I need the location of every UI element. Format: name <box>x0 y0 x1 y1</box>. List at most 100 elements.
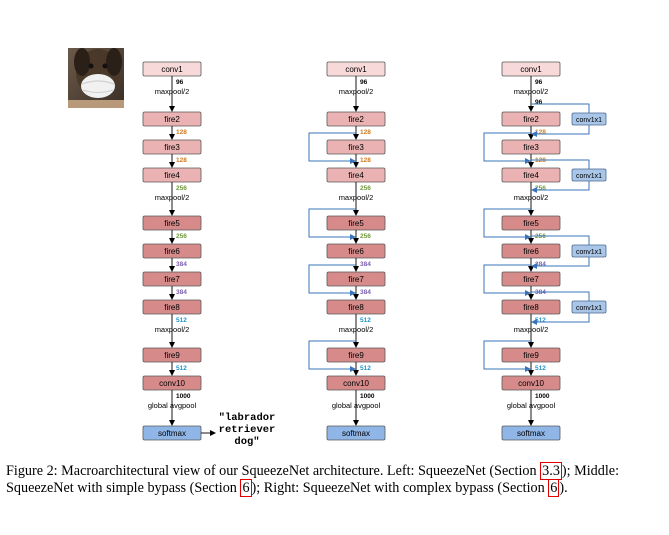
middle-fire3-label: fire3 <box>348 143 364 152</box>
right-column: conv1 fire2 fire3 fire4 fire5 fire6 fire7 fire8… <box>483 61 607 441</box>
input-dog-image <box>68 48 124 108</box>
left-pool-label: global avgpool <box>148 401 197 410</box>
right-fire6-label: fire6 <box>523 247 539 256</box>
right-fire5-label: fire5 <box>523 219 539 228</box>
middle-fire2-label: fire2 <box>348 115 364 124</box>
middle-simple-bypass-fire9 <box>308 340 356 372</box>
right-channel-label-96: 96 <box>535 79 543 86</box>
middle-channel-label-96: 96 <box>360 79 368 86</box>
middle-simple-bypass-fire7 <box>308 264 356 296</box>
left-channel-label-128: 128 <box>176 157 187 164</box>
right-complex-bypass-in-fire2 <box>531 103 590 113</box>
right-simple-bypass-fire7 <box>483 264 531 296</box>
middle-fire8-label: fire8 <box>348 303 364 312</box>
middle-channel-label-384: 384 <box>360 261 371 268</box>
right-conv1x1-label: conv1x1 <box>576 117 602 124</box>
left-channel-label-512: 512 <box>176 317 187 324</box>
right-pool-label: global avgpool <box>507 401 556 410</box>
right-fire3-label: fire3 <box>523 143 539 152</box>
right-conv10-label: conv10 <box>518 379 544 388</box>
right-softmax-label: softmax <box>517 429 545 438</box>
right-channel-label-96: 96 <box>535 99 543 106</box>
left-channel-label-128: 128 <box>176 129 187 136</box>
left-fire5-label: fire5 <box>164 219 180 228</box>
middle-conv10-label: conv10 <box>343 379 369 388</box>
left-pool-label: maxpool/2 <box>155 325 190 334</box>
middle-simple-bypass-fire5 <box>308 208 356 240</box>
right-complex-bypass-out-fire4 <box>531 181 590 193</box>
left-conv1-label: conv1 <box>161 65 183 74</box>
caption-ref-section-6-b[interactable]: 6 <box>548 478 560 497</box>
left-column: conv1 fire2 fire3 fire4 fire5 fire6 fire7 fire8… <box>142 61 202 441</box>
middle-channel-label-128: 128 <box>360 157 371 164</box>
middle-fire6-label: fire6 <box>348 247 364 256</box>
right-conv1x1-label: conv1x1 <box>576 173 602 180</box>
middle-pool-label: maxpool/2 <box>339 193 374 202</box>
middle-channel-label-256: 256 <box>360 233 371 240</box>
right-complex-bypass-in-fire4 <box>531 159 590 169</box>
right-softmax-block <box>501 425 561 441</box>
middle-column: conv1 fire2 fire3 fire4 fire5 fire6 fire7 fire8… <box>308 61 386 441</box>
left-channel-label-256: 256 <box>176 233 187 240</box>
right-complex-bypass-out-fire2 <box>531 125 590 137</box>
middle-channel-label-512: 512 <box>360 317 371 324</box>
caption-ref-section-6-a[interactable]: 6 <box>240 478 252 497</box>
right-pool-label: maxpool/2 <box>514 193 549 202</box>
middle-channel-label-1000: 1000 <box>360 393 375 400</box>
middle-pool-label: maxpool/2 <box>339 87 374 96</box>
caption-part-4: ). <box>559 479 568 496</box>
left-channel-label-1000: 1000 <box>176 393 191 400</box>
squeezenet-diagram: conv1 fire2 fire3 fire4 fire5 fire6 fire7 fire8… <box>68 48 607 448</box>
middle-softmax-label: softmax <box>342 429 370 438</box>
left-fire8-label: fire8 <box>164 303 180 312</box>
right-fire2-label: fire2 <box>523 115 539 124</box>
right-pool-label: maxpool/2 <box>514 87 549 96</box>
right-channel-label-512: 512 <box>535 317 546 324</box>
right-fire7-label: fire7 <box>523 275 539 284</box>
right-channel-label-256: 256 <box>535 185 546 192</box>
middle-fire7-label: fire7 <box>348 275 364 284</box>
right-conv1-label: conv1 <box>520 65 542 74</box>
left-fire2-label: fire2 <box>164 115 180 124</box>
right-channel-label-1000: 1000 <box>535 393 550 400</box>
right-fire9-label: fire9 <box>523 351 539 360</box>
left-channel-label-384: 384 <box>176 289 187 296</box>
left-channel-label-384: 384 <box>176 261 187 268</box>
caption-part-3: ); Right: SqueezeNet with complex bypass… <box>251 479 549 496</box>
right-simple-bypass-fire3 <box>483 132 531 164</box>
right-complex-bypass-in-fire6 <box>531 235 590 245</box>
right-simple-bypass-fire5 <box>483 208 531 240</box>
left-channel-label-512: 512 <box>176 365 187 372</box>
middle-channel-label-128: 128 <box>360 129 371 136</box>
left-fire9-label: fire9 <box>164 351 180 360</box>
middle-channel-label-256: 256 <box>360 185 371 192</box>
left-softmax-label: softmax <box>158 429 186 438</box>
output-label-line-3: dog" <box>234 436 259 448</box>
right-channel-label-512: 512 <box>535 365 546 372</box>
output-label-line-2: retriever <box>219 424 276 436</box>
right-channel-label-384: 384 <box>535 261 546 268</box>
right-channel-label-128: 128 <box>535 129 546 136</box>
right-fire8-label: fire8 <box>523 303 539 312</box>
right-pool-label: maxpool/2 <box>514 325 549 334</box>
middle-channel-label-384: 384 <box>360 289 371 296</box>
right-complex-bypass-out-fire6 <box>531 257 590 269</box>
left-channel-label-96: 96 <box>176 79 184 86</box>
left-conv10-label: conv10 <box>159 379 185 388</box>
middle-fire4-label: fire4 <box>348 171 364 180</box>
figure-caption: Figure 2: Macroarchitectural view of our… <box>6 462 661 497</box>
left-fire7-label: fire7 <box>164 275 180 284</box>
middle-fire9-label: fire9 <box>348 351 364 360</box>
right-fire4-label: fire4 <box>523 171 539 180</box>
caption-part-1: Figure 2: Macroarchitectural view of our… <box>6 463 541 479</box>
caption-ref-section-3-3[interactable]: 3.3 <box>540 462 562 480</box>
left-fire4-label: fire4 <box>164 171 180 180</box>
right-simple-bypass-fire9 <box>483 340 531 372</box>
left-fire6-label: fire6 <box>164 247 180 256</box>
middle-fire5-label: fire5 <box>348 219 364 228</box>
middle-softmax-block <box>326 425 386 441</box>
middle-pool-label: maxpool/2 <box>339 325 374 334</box>
right-complex-bypass-out-fire8 <box>531 313 590 325</box>
right-complex-bypass-in-fire8 <box>531 291 590 301</box>
middle-pool-label: global avgpool <box>332 401 381 410</box>
